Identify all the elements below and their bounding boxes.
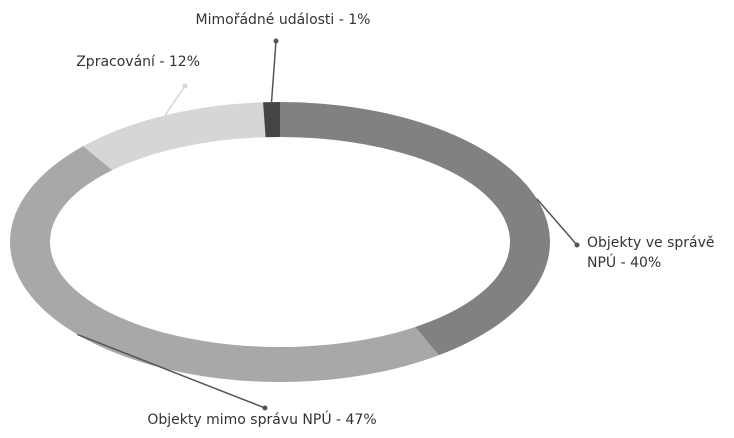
leader-line (270, 40, 277, 103)
slice-label: Zpracování - 12% (76, 54, 200, 70)
donut-segment (263, 102, 280, 138)
leader-line (164, 85, 186, 116)
slice-label: Objekty mimo správu NPÚ - 47% (147, 412, 377, 428)
donut-segment (280, 102, 551, 356)
slice-label: Mimořádné události - 1% (195, 12, 371, 28)
slice-label: Objekty ve správě NPÚ - 40% (587, 235, 715, 271)
leader-dot (574, 242, 580, 248)
leader-line (536, 198, 578, 246)
leader-dot (273, 38, 279, 44)
leader-dot (262, 405, 268, 411)
leader-line (77, 333, 266, 409)
donut-segment (9, 146, 439, 383)
donut-segment (83, 102, 266, 171)
leader-dot (182, 83, 188, 89)
